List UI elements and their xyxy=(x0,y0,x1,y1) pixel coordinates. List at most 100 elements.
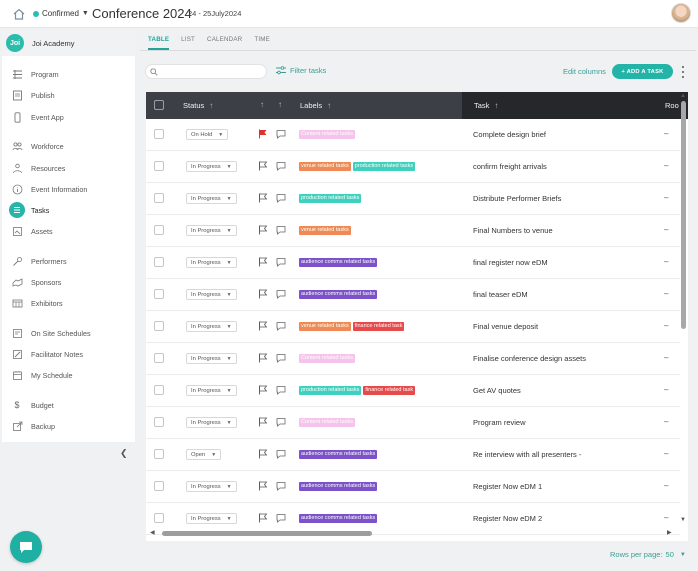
sidebar-item-publish[interactable]: Publish xyxy=(2,87,135,103)
row-checkbox[interactable] xyxy=(154,481,164,491)
status-select[interactable]: In Progress ▼ xyxy=(186,161,237,172)
task-name[interactable]: Final Numbers to venue xyxy=(473,226,553,235)
column-header-task[interactable]: Task ↑ xyxy=(474,101,498,110)
scroll-right-icon[interactable]: ▶ xyxy=(667,530,672,536)
row-checkbox[interactable] xyxy=(154,129,164,139)
collapse-sidebar-icon[interactable]: ❮ xyxy=(120,448,128,458)
column-header-labels[interactable]: Labels ↑ xyxy=(300,101,331,110)
scrollbar-thumb[interactable] xyxy=(162,531,372,536)
table-row[interactable]: In Progress ▼ venue related tasks Final Num… xyxy=(146,215,680,247)
edit-columns-link[interactable]: Edit columns xyxy=(563,67,606,76)
row-checkbox[interactable] xyxy=(154,385,164,395)
row-checkbox[interactable] xyxy=(154,321,164,331)
task-name[interactable]: Distribute Performer Briefs xyxy=(473,194,562,203)
task-name[interactable]: Re interview with all presenters - xyxy=(473,450,582,459)
sidebar-item-backup[interactable]: Backup xyxy=(2,418,135,434)
label-tag[interactable]: venue related tasks xyxy=(299,226,351,235)
event-status-dropdown[interactable]: Confirmed ▼ xyxy=(33,9,89,18)
table-row[interactable]: On Hold ▼ Content related tasks Complete de… xyxy=(146,119,680,151)
status-select[interactable]: On Hold ▼ xyxy=(186,129,229,140)
row-checkbox[interactable] xyxy=(154,193,164,203)
sidebar-item-event-app[interactable]: Event App xyxy=(2,109,135,125)
scroll-down-icon[interactable]: ▼ xyxy=(680,517,686,523)
label-tag[interactable]: audience comms related tasks xyxy=(299,482,378,491)
row-checkbox[interactable] xyxy=(154,449,164,459)
sidebar-item-tasks[interactable]: Tasks xyxy=(2,202,135,218)
avatar[interactable] xyxy=(671,3,691,23)
sort-arrow-icon[interactable]: ↑ xyxy=(278,100,282,109)
table-row[interactable]: Open ▼ audience comms related tasks Re inte… xyxy=(146,439,680,471)
home-icon[interactable] xyxy=(12,7,26,21)
sidebar-item-my-schedule[interactable]: My Schedule xyxy=(2,367,135,383)
comment-icon[interactable] xyxy=(276,225,286,235)
task-name[interactable]: Register Now eDM 1 xyxy=(473,482,543,491)
column-header-status[interactable]: Status ↑ xyxy=(183,101,213,110)
sidebar-item-performers[interactable]: Performers xyxy=(2,253,135,269)
table-row[interactable]: In Progress ▼ Content related tasks Program… xyxy=(146,407,680,439)
more-options-icon[interactable] xyxy=(681,66,685,78)
sidebar-item-assets[interactable]: Assets xyxy=(2,223,135,239)
comment-icon[interactable] xyxy=(276,161,286,171)
flag-icon[interactable] xyxy=(258,257,268,267)
flag-icon[interactable] xyxy=(258,385,268,395)
label-tag[interactable]: finance related task xyxy=(352,322,405,331)
status-select[interactable]: In Progress ▼ xyxy=(186,257,237,268)
sidebar-item-workforce[interactable]: Workforce xyxy=(2,138,135,154)
task-name[interactable]: confirm freight arrivals xyxy=(473,162,547,171)
table-row[interactable]: In Progress ▼ audience comms related tasks… xyxy=(146,247,680,279)
comment-icon[interactable] xyxy=(276,321,286,331)
flag-icon[interactable] xyxy=(258,321,268,331)
flag-icon[interactable] xyxy=(258,417,268,427)
tab-calendar[interactable]: CALENDAR xyxy=(207,36,243,43)
table-row[interactable]: In Progress ▼ audience comms related tasks… xyxy=(146,503,680,535)
search-input[interactable] xyxy=(145,64,267,79)
comment-icon[interactable] xyxy=(276,353,286,363)
task-name[interactable]: final register now eDM xyxy=(473,258,548,267)
table-row[interactable]: In Progress ▼ production related tasks Dist… xyxy=(146,183,680,215)
comment-icon[interactable] xyxy=(276,289,286,299)
comment-icon[interactable] xyxy=(276,129,286,139)
row-checkbox[interactable] xyxy=(154,353,164,363)
status-select[interactable]: In Progress ▼ xyxy=(186,417,237,428)
status-select[interactable]: In Progress ▼ xyxy=(186,193,237,204)
status-select[interactable]: In Progress ▼ xyxy=(186,225,237,236)
table-row[interactable]: In Progress ▼ Content related tasks Finalis… xyxy=(146,343,680,375)
comment-icon[interactable] xyxy=(276,385,286,395)
filter-tasks-button[interactable]: Filter tasks xyxy=(276,66,326,75)
add-task-button[interactable]: + ADD A TASK xyxy=(612,64,673,79)
label-tag[interactable]: production related tasks xyxy=(352,162,416,171)
status-select[interactable]: Open ▼ xyxy=(186,449,222,460)
status-select[interactable]: In Progress ▼ xyxy=(186,481,237,492)
sort-arrow-icon[interactable]: ↑ xyxy=(260,100,264,109)
sidebar-item-event-information[interactable]: Event Information xyxy=(2,181,135,197)
comment-icon[interactable] xyxy=(276,257,286,267)
task-name[interactable]: Complete design brief xyxy=(473,130,546,139)
flag-icon[interactable] xyxy=(258,129,268,139)
status-select[interactable]: In Progress ▼ xyxy=(186,353,237,364)
table-row[interactable]: In Progress ▼ audience comms related tasks… xyxy=(146,279,680,311)
select-all-checkbox[interactable] xyxy=(154,100,164,110)
label-tag[interactable]: Content related tasks xyxy=(299,418,355,427)
flag-icon[interactable] xyxy=(258,481,268,491)
task-name[interactable]: final teaser eDM xyxy=(473,290,528,299)
tab-list[interactable]: LIST xyxy=(181,36,196,43)
label-tag[interactable]: venue related tasks xyxy=(299,322,351,331)
row-checkbox[interactable] xyxy=(154,417,164,427)
chat-button[interactable] xyxy=(10,531,42,563)
label-tag[interactable]: production related tasks xyxy=(299,386,362,395)
task-name[interactable]: Final venue deposit xyxy=(473,322,539,331)
table-row[interactable]: In Progress ▼ production related tasks fina… xyxy=(146,375,680,407)
table-row[interactable]: In Progress ▼ audience comms related tasks… xyxy=(146,471,680,503)
tab-time[interactable]: TIME xyxy=(254,36,270,43)
sidebar-item-program[interactable]: Program xyxy=(2,66,135,82)
row-checkbox[interactable] xyxy=(154,225,164,235)
sidebar-item-facilitator-notes[interactable]: Facilitator Notes xyxy=(2,346,135,362)
label-tag[interactable]: Content related tasks xyxy=(299,130,355,139)
tab-table[interactable]: TABLE xyxy=(148,36,170,50)
scrollbar-thumb[interactable] xyxy=(681,101,686,329)
sidebar-item-exhibitors[interactable]: Exhibitors xyxy=(2,295,135,311)
label-tag[interactable]: audience comms related tasks xyxy=(299,258,378,267)
label-tag[interactable]: audience comms related tasks xyxy=(299,290,378,299)
horizontal-scrollbar[interactable]: ◀ ▶ xyxy=(150,530,676,538)
table-row[interactable]: In Progress ▼ venue related tasks productio… xyxy=(146,151,680,183)
